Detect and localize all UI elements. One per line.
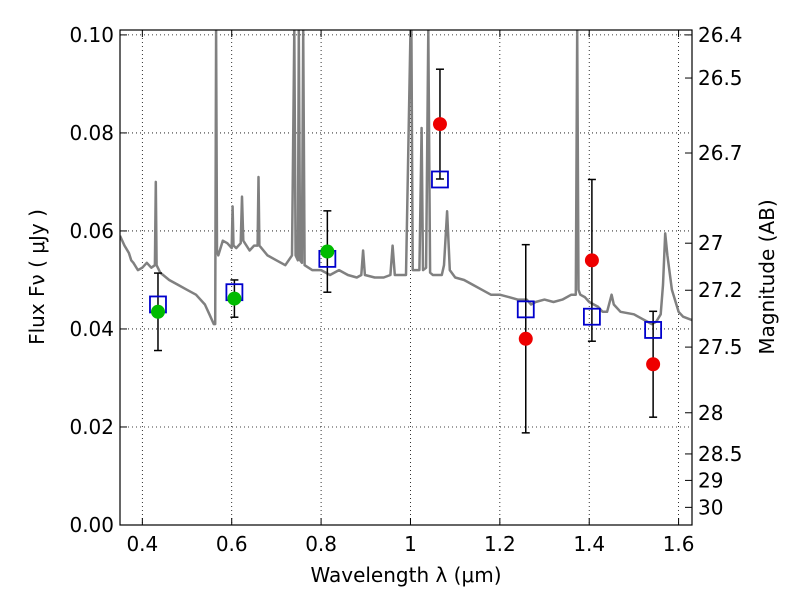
x-tick-label: 0.6 bbox=[216, 532, 248, 556]
y-tick-label: 0.08 bbox=[69, 121, 114, 145]
observed-point-optical bbox=[320, 244, 335, 259]
model-square bbox=[431, 170, 449, 189]
spectrum-line bbox=[120, 30, 692, 326]
y-tick-label: 0.00 bbox=[69, 513, 114, 537]
observed-point-optical bbox=[227, 291, 242, 306]
right-tick-label: 26.4 bbox=[698, 23, 743, 47]
right-tick-label: 26.7 bbox=[698, 141, 743, 165]
observed-point-optical bbox=[150, 304, 165, 319]
y-axis-label-left: Flux Fν ( μJy ) bbox=[25, 209, 49, 345]
observed-point-nir bbox=[584, 253, 599, 268]
x-tick-label: 1 bbox=[404, 532, 417, 556]
grid-lines bbox=[120, 30, 692, 526]
axis-ticks: 0.4 0.6 0.8 1 1.2 1.4 1.6 0.00 0.02 0.04 0.06 0.08 0… bbox=[69, 23, 742, 556]
right-tick-label: 28.5 bbox=[698, 442, 743, 466]
y-axis-label-right: Magnitude (AB) bbox=[755, 199, 779, 354]
x-tick-label: 0.4 bbox=[126, 532, 158, 556]
model-square bbox=[644, 321, 663, 339]
y-tick-label: 0.10 bbox=[69, 23, 114, 47]
right-tick-label: 27 bbox=[698, 231, 723, 255]
model-spectrum bbox=[120, 30, 692, 326]
x-axis-label: Wavelength λ (μm) bbox=[310, 563, 501, 587]
x-tick-label: 1.2 bbox=[484, 532, 516, 556]
observed-point-nir bbox=[518, 331, 533, 346]
y-tick-label: 0.04 bbox=[69, 317, 114, 341]
x-tick-label: 0.8 bbox=[305, 532, 337, 556]
right-tick-label: 29 bbox=[698, 468, 723, 492]
y-tick-label: 0.02 bbox=[69, 415, 114, 439]
right-tick-label: 26.5 bbox=[698, 66, 743, 90]
right-tick-label: 30 bbox=[698, 495, 723, 519]
right-tick-label: 28 bbox=[698, 401, 723, 425]
model-square bbox=[583, 307, 601, 326]
plot-frame bbox=[119, 29, 693, 526]
x-tick-label: 1.4 bbox=[573, 532, 605, 556]
right-tick-label: 27.2 bbox=[698, 278, 743, 302]
right-tick-label: 27.5 bbox=[698, 335, 743, 359]
x-tick-label: 1.6 bbox=[663, 532, 695, 556]
observed-point-nir bbox=[432, 117, 447, 132]
observed-point-nir bbox=[646, 357, 661, 372]
y-tick-label: 0.06 bbox=[69, 219, 114, 243]
observed-markers bbox=[150, 117, 661, 372]
model-square bbox=[516, 300, 535, 319]
axes-box bbox=[119, 29, 693, 526]
